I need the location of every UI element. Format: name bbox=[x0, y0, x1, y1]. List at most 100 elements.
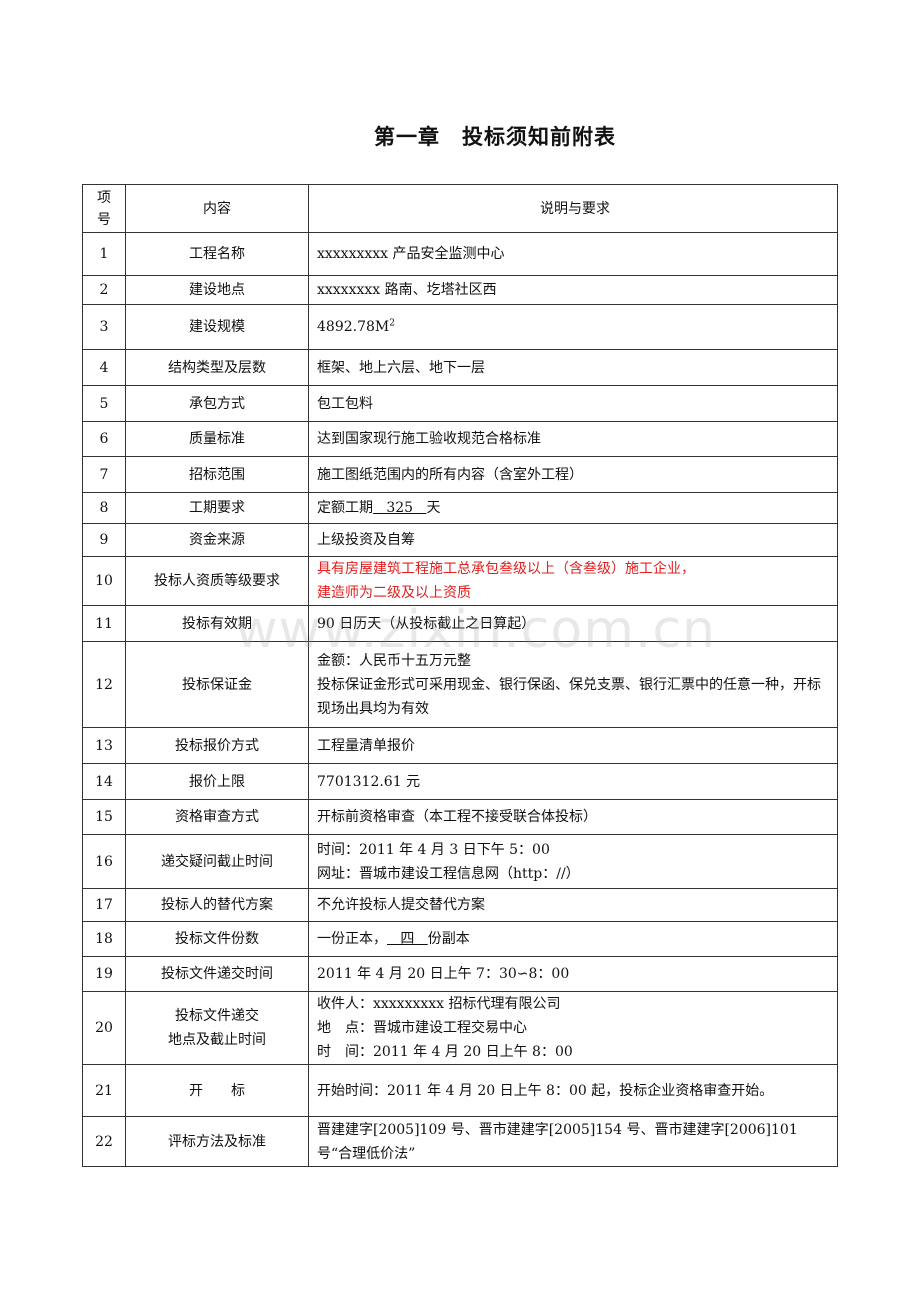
row-item: 投标文件递交时间 bbox=[125, 956, 309, 992]
row-description: 90 日历天（从投标截止之日算起） bbox=[308, 605, 838, 642]
value-text: 4892.78M bbox=[317, 319, 390, 335]
table-row: 2 建设地点 xxxxxxxx 路南、圪塔社区西 bbox=[82, 275, 838, 305]
description-line: 网址：晋城市建设工程信息网（http：//） bbox=[317, 865, 580, 882]
row-number-text: 13 bbox=[95, 737, 113, 754]
item-line: 承包方式 bbox=[189, 395, 245, 412]
underlined-value: 325 bbox=[373, 500, 427, 516]
description-line: xxxxxxxxx 产品安全监测中心 bbox=[317, 246, 505, 262]
row-number: 21 bbox=[82, 1064, 126, 1117]
row-number-text: 17 bbox=[95, 897, 113, 913]
row-item: 招标范围 bbox=[125, 456, 309, 493]
item-line: 工期要求 bbox=[189, 500, 245, 516]
row-number-text: 4 bbox=[99, 359, 109, 376]
table-header-row: 项 号 内容 说明与要求 bbox=[82, 184, 838, 233]
row-item: 评标方法及标准 bbox=[125, 1116, 309, 1167]
text-segment: 定额工期 bbox=[317, 500, 373, 516]
row-description: 4892.78M2 bbox=[308, 304, 838, 350]
row-number-text: 6 bbox=[99, 431, 109, 447]
description-line: 框架、地上六层、地下一层 bbox=[317, 359, 485, 376]
row-item: 结构类型及层数 bbox=[125, 349, 309, 386]
row-item: 资格审查方式 bbox=[125, 799, 309, 835]
description-line: xxxxxxxx 路南、圪塔社区西 bbox=[317, 282, 497, 298]
text-segment: 一份正本， bbox=[317, 931, 387, 947]
row-item: 资金来源 bbox=[125, 523, 309, 557]
row-description: xxxxxxxx 路南、圪塔社区西 bbox=[308, 275, 838, 305]
table-row: 19 投标文件递交时间 2011 年 4 月 20 日上午 7：30∽8：00 bbox=[82, 956, 838, 992]
row-description: 时间：2011 年 4 月 3 日下午 5：00 网址：晋城市建设工程信息网（ht… bbox=[308, 834, 838, 889]
item-line: 质量标准 bbox=[189, 431, 245, 447]
description-line: 时间：2011 年 4 月 3 日下午 5：00 bbox=[317, 841, 550, 858]
row-description: 工程量清单报价 bbox=[308, 727, 838, 764]
row-number-text: 5 bbox=[99, 395, 109, 412]
row-number-text: 3 bbox=[99, 319, 109, 335]
item-line: 评标方法及标准 bbox=[168, 1133, 266, 1150]
item-line: 报价上限 bbox=[189, 773, 245, 790]
row-item: 建设规模 bbox=[125, 304, 309, 350]
row-description: xxxxxxxxx 产品安全监测中心 bbox=[308, 232, 838, 276]
row-item: 投标人的替代方案 bbox=[125, 888, 309, 922]
description-line: 90 日历天（从投标截止之日算起） bbox=[317, 615, 536, 632]
row-item: 投标报价方式 bbox=[125, 727, 309, 764]
row-description: 收件人：xxxxxxxxx 招标代理有限公司地 点：晋城市建设工程交易中心时 间… bbox=[308, 991, 838, 1065]
description-line: 2011 年 4 月 20 日上午 7：30∽8：00 bbox=[317, 966, 570, 982]
row-number: 3 bbox=[82, 304, 126, 350]
row-description: 晋建建字[2005]109 号、晋市建建字[2005]154 号、晋市建建字[2… bbox=[308, 1116, 838, 1167]
row-description: 金额：人民币十五万元整 投标保证金形式可采用现金、银行保函、保兑支票、银行汇票中的… bbox=[308, 641, 838, 728]
item-line: 投标报价方式 bbox=[175, 737, 259, 754]
row-number-text: 22 bbox=[95, 1133, 113, 1150]
row-item: 投标有效期 bbox=[125, 605, 309, 642]
table-row: 18 投标文件份数 一份正本， 四 份副本 bbox=[82, 921, 838, 957]
description-line: 建造师为二级及以上资质 bbox=[317, 585, 471, 601]
row-item: 工期要求 bbox=[125, 492, 309, 524]
row-description: 不允许投标人提交替代方案 bbox=[308, 888, 838, 922]
item-line: 工程名称 bbox=[189, 246, 245, 262]
item-line: 资格审查方式 bbox=[175, 809, 259, 825]
item-line: 结构类型及层数 bbox=[168, 359, 266, 376]
row-number-text: 20 bbox=[95, 1020, 113, 1036]
header-item: 内容 bbox=[125, 184, 309, 233]
table-row: 1 工程名称 xxxxxxxxx 产品安全监测中心 bbox=[82, 232, 838, 276]
table-row: 9 资金来源 上级投资及自筹 bbox=[82, 523, 838, 557]
row-number-text: 8 bbox=[99, 500, 109, 516]
text-segment: 天 bbox=[426, 500, 441, 516]
item-line: 建设规模 bbox=[189, 319, 245, 335]
row-number-text: 11 bbox=[95, 615, 113, 632]
description-line: 具有房屋建筑工程施工总承包叁级以上（含叁级）施工企业， bbox=[317, 561, 695, 577]
row-item: 开 标 bbox=[125, 1064, 309, 1117]
row-description: 具有房屋建筑工程施工总承包叁级以上（含叁级）施工企业， 建造师为二级及以上资质 bbox=[308, 556, 838, 606]
row-number: 8 bbox=[82, 492, 126, 524]
row-number: 2 bbox=[82, 275, 126, 305]
item-line: 投标文件递交 bbox=[175, 1008, 259, 1024]
row-number: 12 bbox=[82, 641, 126, 728]
row-description: 框架、地上六层、地下一层 bbox=[308, 349, 838, 386]
row-item: 工程名称 bbox=[125, 232, 309, 276]
row-number: 19 bbox=[82, 956, 126, 992]
row-description: 达到国家现行施工验收规范合格标准 bbox=[308, 421, 838, 457]
description-line: 上级投资及自筹 bbox=[317, 532, 415, 548]
table-row: 15 资格审查方式 开标前资格审查（本工程不接受联合体投标） bbox=[82, 799, 838, 835]
description-line: 时 间：2011 年 4 月 20 日上午 8：00 bbox=[317, 1044, 573, 1060]
row-number-text: 14 bbox=[95, 773, 113, 790]
item-line: 投标文件递交时间 bbox=[161, 966, 273, 982]
item-line: 投标人资质等级要求 bbox=[154, 573, 280, 589]
row-item: 投标文件递交 地点及截止时间 bbox=[125, 991, 309, 1065]
description-line: 工程量清单报价 bbox=[317, 737, 415, 754]
table-row: 3 建设规模 4892.78M2 bbox=[82, 304, 838, 350]
item-line: 投标保证金 bbox=[182, 676, 252, 693]
row-number: 18 bbox=[82, 921, 126, 957]
item-line: 投标文件份数 bbox=[175, 931, 259, 947]
item-line: 递交疑问截止时间 bbox=[161, 853, 273, 870]
row-item: 投标保证金 bbox=[125, 641, 309, 728]
table-row: 20 投标文件递交 地点及截止时间 收件人：xxxxxxxxx 招标代理有限公司地 点… bbox=[82, 991, 838, 1065]
header-desc: 说明与要求 bbox=[308, 184, 838, 233]
row-item: 投标文件份数 bbox=[125, 921, 309, 957]
row-number-text: 15 bbox=[95, 809, 113, 825]
row-number: 9 bbox=[82, 523, 126, 557]
row-number: 14 bbox=[82, 763, 126, 800]
description-line: 不允许投标人提交替代方案 bbox=[317, 897, 485, 913]
row-number: 11 bbox=[82, 605, 126, 642]
row-number-text: 21 bbox=[95, 1082, 113, 1099]
row-description: 2011 年 4 月 20 日上午 7：30∽8：00 bbox=[308, 956, 838, 992]
description-line: 4892.78M2 bbox=[317, 315, 833, 339]
row-number: 22 bbox=[82, 1116, 126, 1167]
